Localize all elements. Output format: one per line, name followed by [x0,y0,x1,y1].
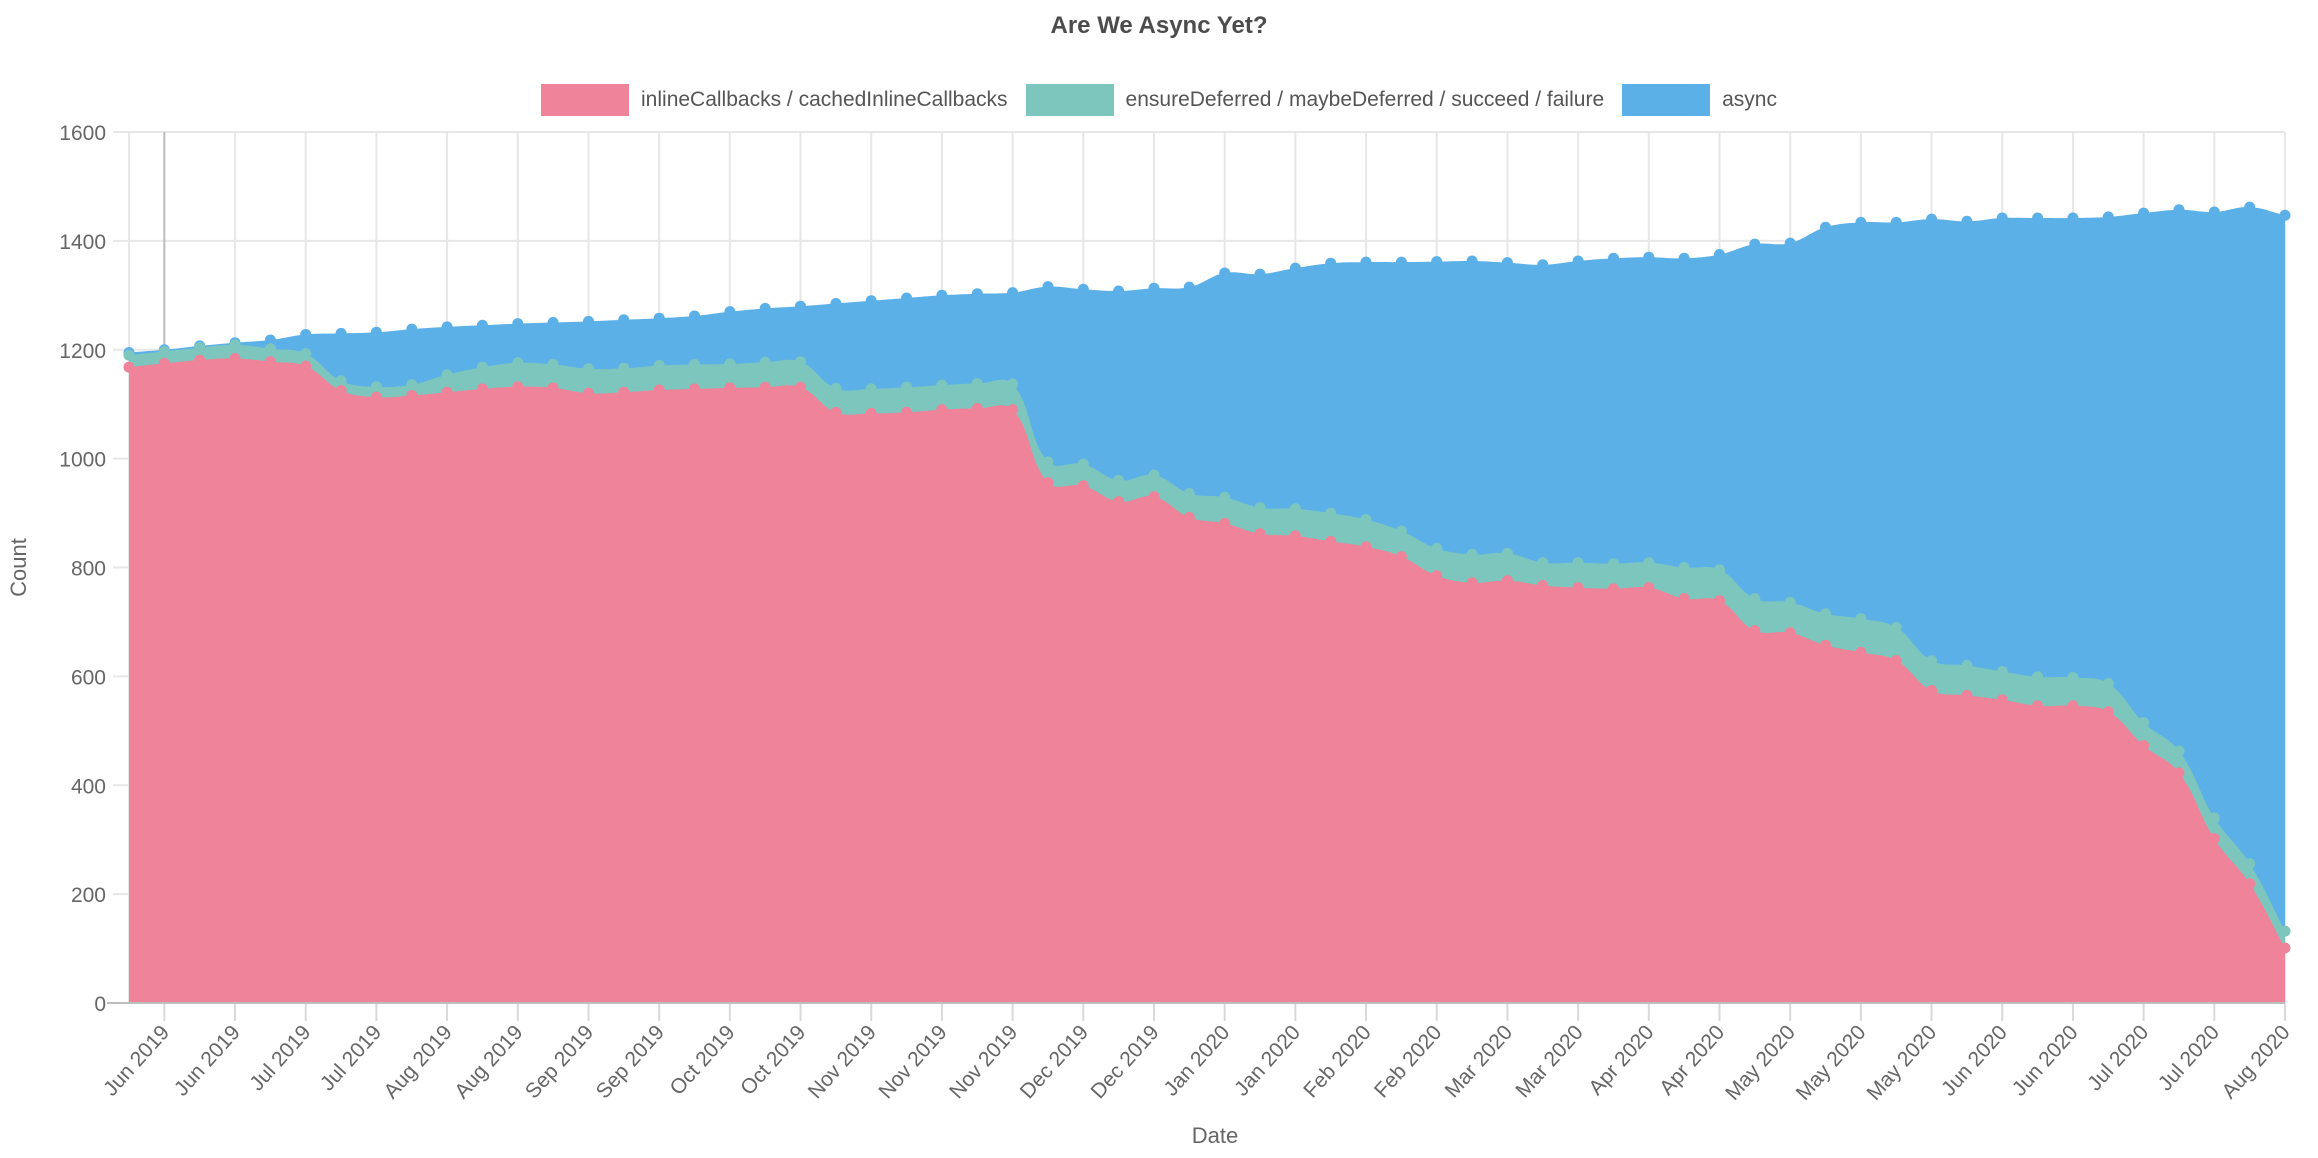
svg-text:400: 400 [71,775,106,798]
svg-text:Apr 2020: Apr 2020 [1655,1021,1729,1100]
legend-swatch-icon [541,84,630,116]
svg-text:Aug 2019: Aug 2019 [450,1021,527,1103]
legend-label: ensureDeferred / maybeDeferred / succeed… [1125,88,1605,111]
svg-text:Mar 2020: Mar 2020 [1511,1021,1587,1102]
svg-text:May 2020: May 2020 [1721,1021,1800,1105]
svg-text:200: 200 [71,884,106,907]
svg-text:Feb 2020: Feb 2020 [1370,1021,1446,1102]
svg-text:800: 800 [71,558,106,581]
svg-text:Jul 2020: Jul 2020 [2154,1021,2224,1095]
svg-text:Sep 2019: Sep 2019 [521,1021,598,1103]
svg-text:Dec 2019: Dec 2019 [1016,1021,1093,1103]
svg-text:Nov 2019: Nov 2019 [945,1021,1022,1103]
svg-text:Jan 2020: Jan 2020 [1230,1021,1305,1101]
svg-text:1000: 1000 [59,449,106,472]
svg-text:Aug 2020: Aug 2020 [2217,1021,2294,1103]
svg-text:Dec 2019: Dec 2019 [1086,1021,1163,1103]
svg-text:0: 0 [94,993,106,1016]
svg-text:Jun 2019: Jun 2019 [99,1021,174,1101]
svg-text:Jul 2020: Jul 2020 [2083,1021,2153,1095]
svg-text:Jul 2019: Jul 2019 [316,1021,386,1095]
svg-text:Feb 2020: Feb 2020 [1299,1021,1375,1102]
svg-text:May 2020: May 2020 [1792,1021,1871,1105]
svg-text:Jun 2020: Jun 2020 [2008,1021,2083,1101]
legend-item-0[interactable]: inlineCallbacks / cachedInlineCallbacks [541,84,1008,116]
legend-item-1[interactable]: ensureDeferred / maybeDeferred / succeed… [1025,84,1605,116]
chart-title: Are We Async Yet? [1050,12,1268,39]
svg-text:Jun 2020: Jun 2020 [1937,1021,2012,1101]
legend-swatch-icon [1622,84,1711,116]
legend-swatch-icon [1025,84,1114,116]
y-axis-title: Count [6,538,31,597]
svg-text:Nov 2019: Nov 2019 [804,1021,881,1103]
svg-text:1400: 1400 [59,231,106,254]
legend-item-2[interactable]: async [1622,84,1777,116]
svg-text:600: 600 [71,666,106,689]
chart-legend: inlineCallbacks / cachedInlineCallbacks e… [0,84,2318,116]
svg-text:Jun 2019: Jun 2019 [170,1021,245,1101]
x-axis-title: Date [1192,1123,1238,1148]
svg-text:Jan 2020: Jan 2020 [1159,1021,1234,1101]
svg-text:Oct 2019: Oct 2019 [736,1021,810,1100]
svg-text:May 2020: May 2020 [1862,1021,1941,1105]
svg-text:Jul 2019: Jul 2019 [245,1021,315,1095]
legend-label: inlineCallbacks / cachedInlineCallbacks [641,88,1008,111]
svg-text:1200: 1200 [59,340,106,363]
svg-text:Sep 2019: Sep 2019 [592,1021,669,1103]
svg-text:Nov 2019: Nov 2019 [874,1021,951,1103]
svg-text:Mar 2020: Mar 2020 [1441,1021,1517,1102]
legend-label: async [1722,88,1777,111]
svg-text:Apr 2020: Apr 2020 [1584,1021,1658,1100]
svg-text:1600: 1600 [59,122,106,145]
svg-text:Oct 2019: Oct 2019 [665,1021,739,1100]
svg-text:Aug 2019: Aug 2019 [380,1021,457,1103]
